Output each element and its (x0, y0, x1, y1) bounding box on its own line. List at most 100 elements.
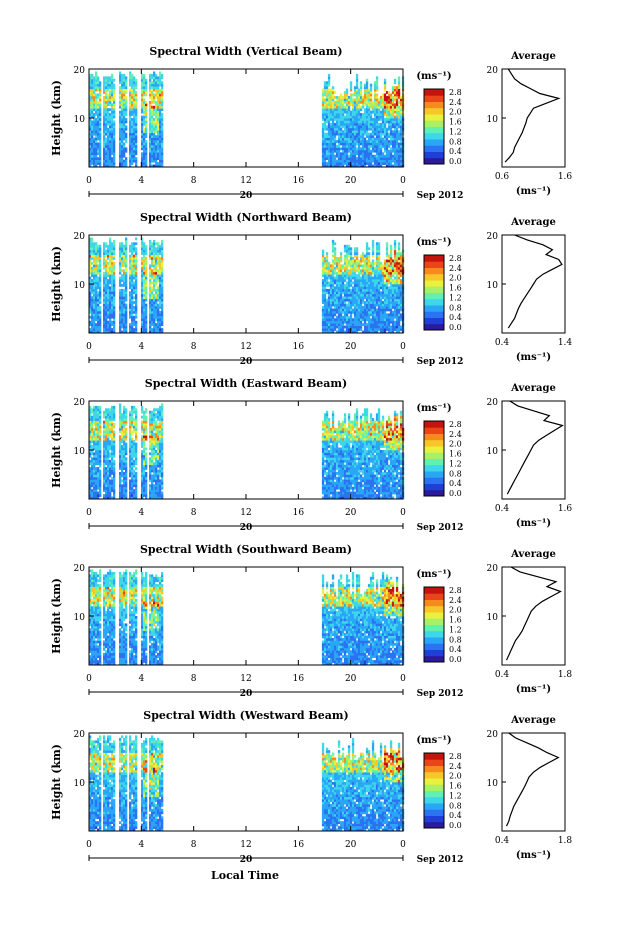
heatmap-cell (329, 288, 333, 292)
heatmap-cell (333, 323, 337, 326)
heatmap-cell (345, 303, 349, 307)
heatmap-cell (143, 93, 146, 97)
heatmap-cell (337, 330, 341, 334)
heatmap-cell (391, 298, 395, 302)
heatmap-cell (341, 98, 345, 102)
heatmap-cell (355, 303, 359, 307)
heatmap-cell (329, 125, 333, 129)
heatmap-cell (383, 130, 387, 134)
heatmap-cell (391, 88, 395, 92)
heatmap-cell (111, 330, 114, 334)
heatmap-cell (361, 259, 365, 263)
heatmap-cell (385, 91, 389, 94)
heatmap-cell (361, 135, 365, 138)
heatmap-cell (91, 435, 94, 439)
heatmap-cell (365, 264, 369, 268)
heatmap-cell (375, 266, 379, 270)
heatmap-cell (367, 330, 371, 334)
heatmap-cell (95, 415, 98, 419)
heatmap-cell (375, 291, 379, 295)
heatmap-cell (89, 135, 92, 138)
heatmap-cell (395, 154, 399, 158)
heatmap-cell (161, 108, 164, 111)
heatmap-cell (339, 303, 343, 307)
heatmap-cell (99, 103, 102, 107)
heatmap-cell (335, 291, 339, 295)
heatmap-cell (399, 296, 403, 300)
heatmap-cell (97, 135, 100, 138)
heatmap-cell (389, 325, 393, 329)
heatmap-cell (135, 259, 138, 263)
heatmap-cell (377, 149, 381, 153)
heatmap-cell (395, 320, 399, 324)
heatmap-cell (133, 320, 136, 324)
heatmap-cell (159, 71, 162, 75)
heatmap-cell (389, 328, 393, 331)
heatmap-cell (341, 100, 345, 104)
heatmap-cell (107, 127, 110, 131)
heatmap-cell (159, 130, 162, 134)
heatmap-cell (355, 301, 359, 304)
heatmap-cell (341, 303, 345, 307)
heatmap-cell (371, 244, 375, 248)
heatmap-cell (109, 323, 112, 326)
heatmap-cell (143, 313, 146, 317)
heatmap-cell (379, 162, 383, 165)
heatmap-cell (369, 276, 373, 280)
heatmap-cell (373, 301, 377, 304)
heatmap-cell (323, 313, 327, 317)
heatmap-cell (337, 113, 341, 116)
heatmap-cell (97, 442, 100, 446)
heatmap-cell (397, 310, 401, 314)
heatmap-cell (387, 91, 391, 94)
heatmap-cell (337, 274, 341, 277)
heatmap-cell (121, 306, 124, 309)
heatmap-cell (129, 247, 132, 251)
heatmap-cell (93, 152, 96, 156)
heatmap-cell (155, 330, 158, 334)
heatmap-cell (399, 288, 403, 292)
heatmap-cell (155, 269, 158, 273)
heatmap-cell (381, 162, 385, 165)
heatmap-cell (95, 264, 98, 268)
heatmap-cell (325, 162, 329, 165)
heatmap-cell (367, 159, 371, 163)
heatmap-cell (145, 127, 148, 131)
heatmap-cell (357, 276, 361, 280)
heatmap-cell (351, 325, 355, 329)
heatmap-cell (347, 254, 351, 258)
heatmap-cell (383, 110, 387, 114)
heatmap-cell (99, 425, 102, 429)
heatmap-cell (91, 149, 94, 153)
heatmap-cell (361, 154, 365, 158)
heatmap-cell (149, 274, 152, 277)
heatmap-cell (119, 244, 122, 248)
heatmap-cell (99, 310, 102, 314)
heatmap-cell (347, 298, 351, 302)
heatmap-cell (363, 264, 367, 268)
heatmap-cell (91, 291, 94, 295)
heatmap-cell (357, 88, 361, 92)
heatmap-cell (333, 140, 337, 143)
heatmap-cell (93, 76, 96, 80)
heatmap-cell (383, 103, 387, 107)
heatmap-cell (99, 437, 102, 441)
heatmap-cell (105, 76, 108, 80)
heatmap-cell (383, 296, 387, 300)
heatmap-cell (321, 103, 325, 107)
heatmap-cell (357, 108, 361, 111)
heatmap-cell (367, 137, 371, 141)
x-tick-label: 12 (240, 176, 251, 186)
heatmap-cell (365, 318, 369, 322)
heatmap-cell (321, 306, 325, 309)
heatmap-cell (349, 320, 353, 324)
heatmap-cell (131, 306, 134, 309)
heatmap-cell (159, 310, 162, 314)
heatmap-cell (141, 330, 144, 334)
heatmap-cell (349, 118, 353, 121)
heatmap-cell (377, 259, 381, 263)
heatmap-cell (335, 105, 339, 109)
heatmap-cell (103, 152, 106, 156)
heatmap-cell (345, 323, 349, 326)
heatmap-cell (397, 325, 401, 329)
